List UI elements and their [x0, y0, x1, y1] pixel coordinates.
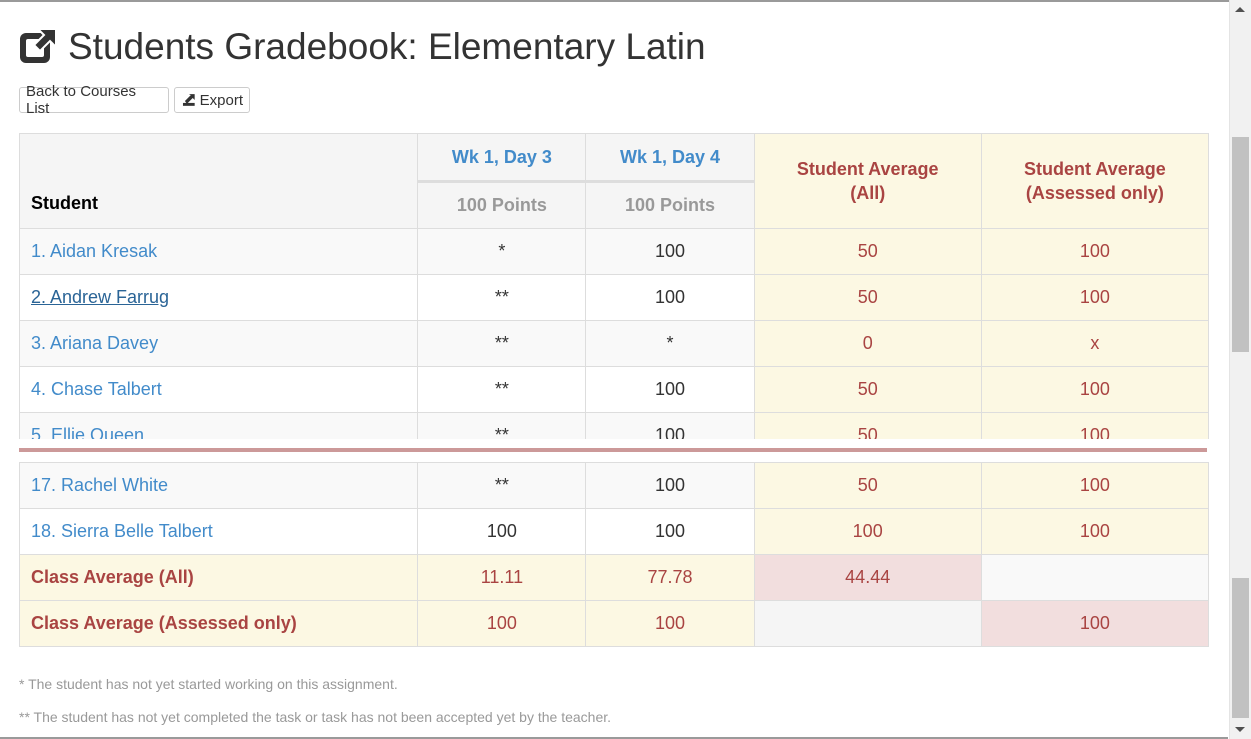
scrollbar-thumb-lower[interactable]: [1232, 578, 1249, 718]
student-average-all: 50: [753, 462, 982, 509]
gradebook-table-bottom: 17. Rachel White ** 100 50 100 18. Sierr…: [18, 462, 1210, 647]
header-student: Student: [19, 133, 419, 229]
header-points-wk1-day4: 100 Points: [585, 181, 755, 229]
header-student-average-assessed: Student Average (Assessed only): [980, 133, 1210, 229]
header-student-average-all: Student Average (All): [753, 133, 982, 229]
grade-cell: 100: [585, 274, 755, 321]
student-average-assessed: 100: [980, 462, 1210, 509]
student-average-all: 50: [753, 228, 982, 275]
grade-cell: **: [417, 274, 587, 321]
collapsed-rows-gap: [19, 452, 1210, 462]
header-assignment-wk1-day4[interactable]: Wk 1, Day 4: [585, 133, 755, 183]
student-name-link[interactable]: 3. Ariana Davey: [19, 320, 419, 367]
class-average-empty: [753, 600, 982, 647]
student-average-all: 50: [753, 274, 982, 321]
table-row: 5. Ellie Queen ** 100 50 100: [19, 412, 1210, 439]
grade-cell: 100: [585, 228, 755, 275]
student-average-assessed: 100: [980, 228, 1210, 275]
gradebook-table: Student Wk 1, Day 3 Wk 1, Day 4 Student …: [19, 133, 1210, 439]
class-average-cell: 77.78: [585, 554, 755, 601]
student-name-link[interactable]: 2. Andrew Farrug: [19, 274, 419, 321]
collapsed-rows-gap: [19, 439, 1210, 448]
table-row: 1. Aidan Kresak * 100 50 100: [19, 228, 1210, 275]
header-avg-assessed-line1: Student Average: [1024, 159, 1166, 179]
header-points-wk1-day3: 100 Points: [417, 181, 587, 229]
back-to-courses-button[interactable]: Back to Courses List: [19, 83, 169, 117]
table-row: 17. Rachel White ** 100 50 100: [18, 462, 1210, 509]
class-average-cell: 100: [585, 600, 755, 647]
back-to-courses-label: Back to Courses List: [26, 83, 137, 117]
header-avg-all-line2: (All): [850, 183, 886, 203]
student-name-link[interactable]: 5. Ellie Queen: [19, 412, 419, 439]
grade-cell: **: [417, 320, 587, 367]
footnote-not-completed: ** The student has not yet completed the…: [19, 709, 612, 725]
student-average-assessed: 100: [980, 366, 1210, 413]
class-average-all-label: Class Average (All): [18, 554, 419, 601]
class-average-cell: 11.11: [417, 554, 587, 601]
class-average-cell: 100: [417, 600, 587, 647]
class-average-overall: 44.44: [753, 554, 982, 601]
table-row: 3. Ariana Davey ** * 0 x: [19, 320, 1210, 367]
student-average-all: 100: [753, 508, 982, 555]
class-average-assessed-row: Class Average (Assessed only) 100 100 10…: [18, 600, 1210, 647]
grade-cell: 100: [585, 366, 755, 413]
grade-cell: 100: [417, 508, 587, 555]
student-average-assessed: 100: [980, 508, 1210, 555]
grade-cell: 100: [585, 412, 755, 439]
student-average-assessed: 100: [980, 274, 1210, 321]
vertical-scrollbar[interactable]: [1229, 0, 1251, 739]
page-title-text: Students Gradebook: Elementary Latin: [68, 26, 706, 67]
class-average-assessed-overall: 100: [980, 600, 1210, 647]
student-name-link[interactable]: 17. Rachel White: [18, 462, 419, 509]
student-average-all: 0: [753, 320, 982, 367]
scroll-up-arrow-icon[interactable]: [1235, 7, 1245, 12]
table-row: 2. Andrew Farrug ** 100 50 100: [19, 274, 1210, 321]
scrollbar-thumb[interactable]: [1232, 137, 1249, 352]
grade-cell: 100: [585, 508, 755, 555]
grade-cell: **: [417, 462, 587, 509]
student-name-link[interactable]: 4. Chase Talbert: [19, 366, 419, 413]
export-label: Export: [199, 91, 243, 109]
student-average-all: 50: [753, 366, 982, 413]
gradebook-table-top-viewport: Student Wk 1, Day 3 Wk 1, Day 4 Student …: [19, 133, 1210, 439]
header-assignment-wk1-day3[interactable]: Wk 1, Day 3: [417, 133, 587, 183]
export-icon: [182, 94, 195, 106]
class-average-empty: [980, 554, 1210, 601]
footnote-not-started: * The student has not yet started workin…: [19, 676, 398, 692]
window-top-border: [0, 0, 1251, 2]
student-name-link[interactable]: 1. Aidan Kresak: [19, 228, 419, 275]
collapsed-rows-separator: [19, 448, 1207, 452]
class-average-assessed-label: Class Average (Assessed only): [18, 600, 419, 647]
external-link-icon[interactable]: [18, 27, 58, 67]
grade-cell: 100: [585, 462, 755, 509]
student-average-assessed: 100: [980, 412, 1210, 439]
grade-cell: *: [417, 228, 587, 275]
student-average-all: 50: [753, 412, 982, 439]
student-name-link[interactable]: 18. Sierra Belle Talbert: [18, 508, 419, 555]
scroll-down-arrow-icon[interactable]: [1235, 727, 1245, 732]
student-average-assessed: x: [980, 320, 1210, 367]
grade-cell: *: [585, 320, 755, 367]
table-row: 4. Chase Talbert ** 100 50 100: [19, 366, 1210, 413]
grade-cell: **: [417, 412, 587, 439]
table-row: 18. Sierra Belle Talbert 100 100 100 100: [18, 508, 1210, 555]
grade-cell: **: [417, 366, 587, 413]
export-button[interactable]: Export: [174, 87, 250, 113]
page-title: Students Gradebook: Elementary Latin: [18, 24, 706, 70]
header-avg-all-line1: Student Average: [796, 159, 939, 179]
window-bottom-border: [0, 737, 1228, 739]
header-avg-assessed-line2: (Assessed only): [1025, 183, 1164, 203]
class-average-all-row: Class Average (All) 11.11 77.78 44.44: [18, 554, 1210, 601]
